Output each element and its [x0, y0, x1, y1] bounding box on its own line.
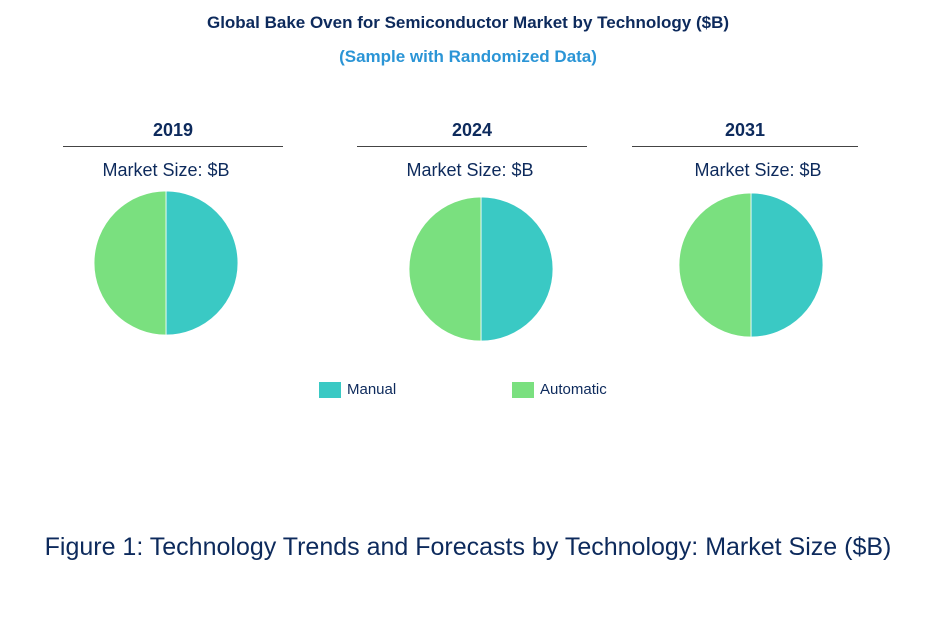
market-size-label: Market Size: $B [694, 160, 822, 180]
legend-item-automatic: Automatic [512, 381, 607, 398]
divider [632, 146, 858, 147]
legend-label: Automatic [540, 381, 607, 398]
divider [357, 146, 587, 147]
pie-slice-manual-2031 [750, 192, 824, 338]
chart-subtitle: (Sample with Randomized Data) [339, 47, 597, 66]
year-label-2024: 2024 [451, 120, 493, 140]
year-label-2019: 2019 [152, 120, 194, 140]
legend-swatch-automatic [512, 381, 534, 398]
pie-slice-manual-2019 [165, 190, 239, 336]
legend-label: Manual [347, 381, 397, 398]
market-size-label: Market Size: $B [406, 160, 534, 180]
divider [63, 146, 283, 147]
year-label-2031: 2031 [724, 120, 766, 140]
legend-swatch-manual [319, 381, 341, 398]
market-size-label: Market Size: $B [102, 160, 230, 180]
legend-item-manual: Manual [319, 381, 396, 398]
pie-slice-automatic-2019 [93, 190, 167, 336]
pie-slice-automatic-2031 [678, 192, 752, 338]
figure-caption: Figure 1: Technology Trends and Forecast… [44, 533, 892, 561]
pie-slice-manual-2024 [480, 196, 554, 342]
pie-slice-automatic-2024 [408, 196, 482, 342]
chart-title: Global Bake Oven for Semiconductor Marke… [206, 13, 730, 32]
